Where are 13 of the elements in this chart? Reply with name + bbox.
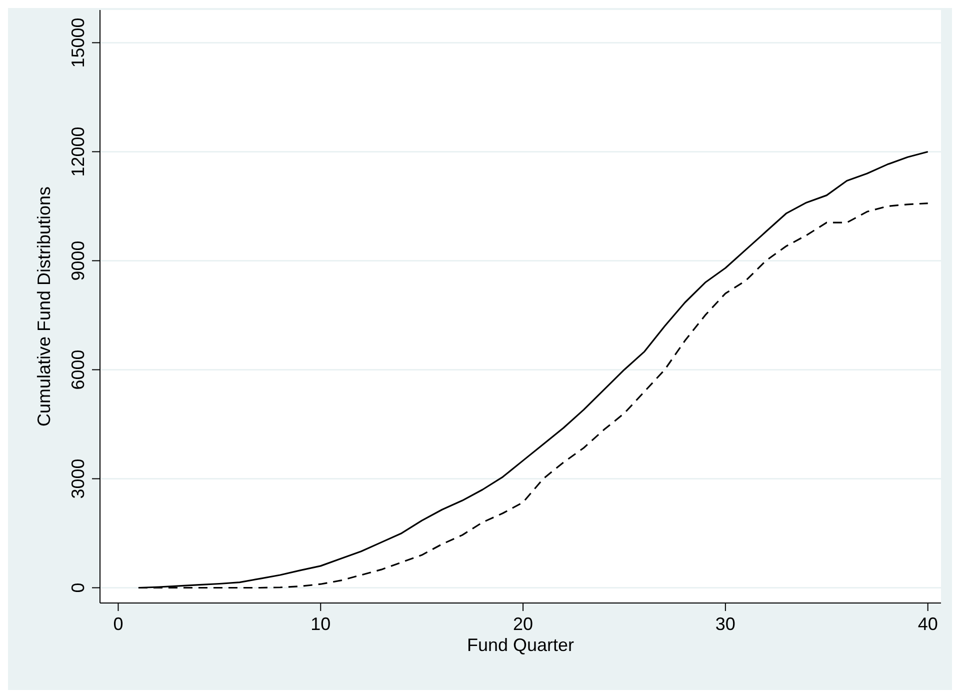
y-tick-label: 6000 [68,350,88,390]
y-tick-label: 15000 [68,18,88,68]
y-tick-label: 12000 [68,126,88,177]
y-tick-label: 9000 [68,240,88,281]
x-axis-title: Fund Quarter [466,635,574,655]
x-tick-label: 30 [715,614,736,634]
y-tick-label: 3000 [68,458,88,499]
y-tick-label: 0 [68,582,88,593]
x-tick-label: 20 [513,614,534,634]
x-tick-label: 10 [310,614,331,634]
y-axis-title: Cumulative Fund Distributions [34,186,54,427]
x-tick-label: 0 [113,614,124,634]
x-tick-label: 40 [918,614,938,634]
